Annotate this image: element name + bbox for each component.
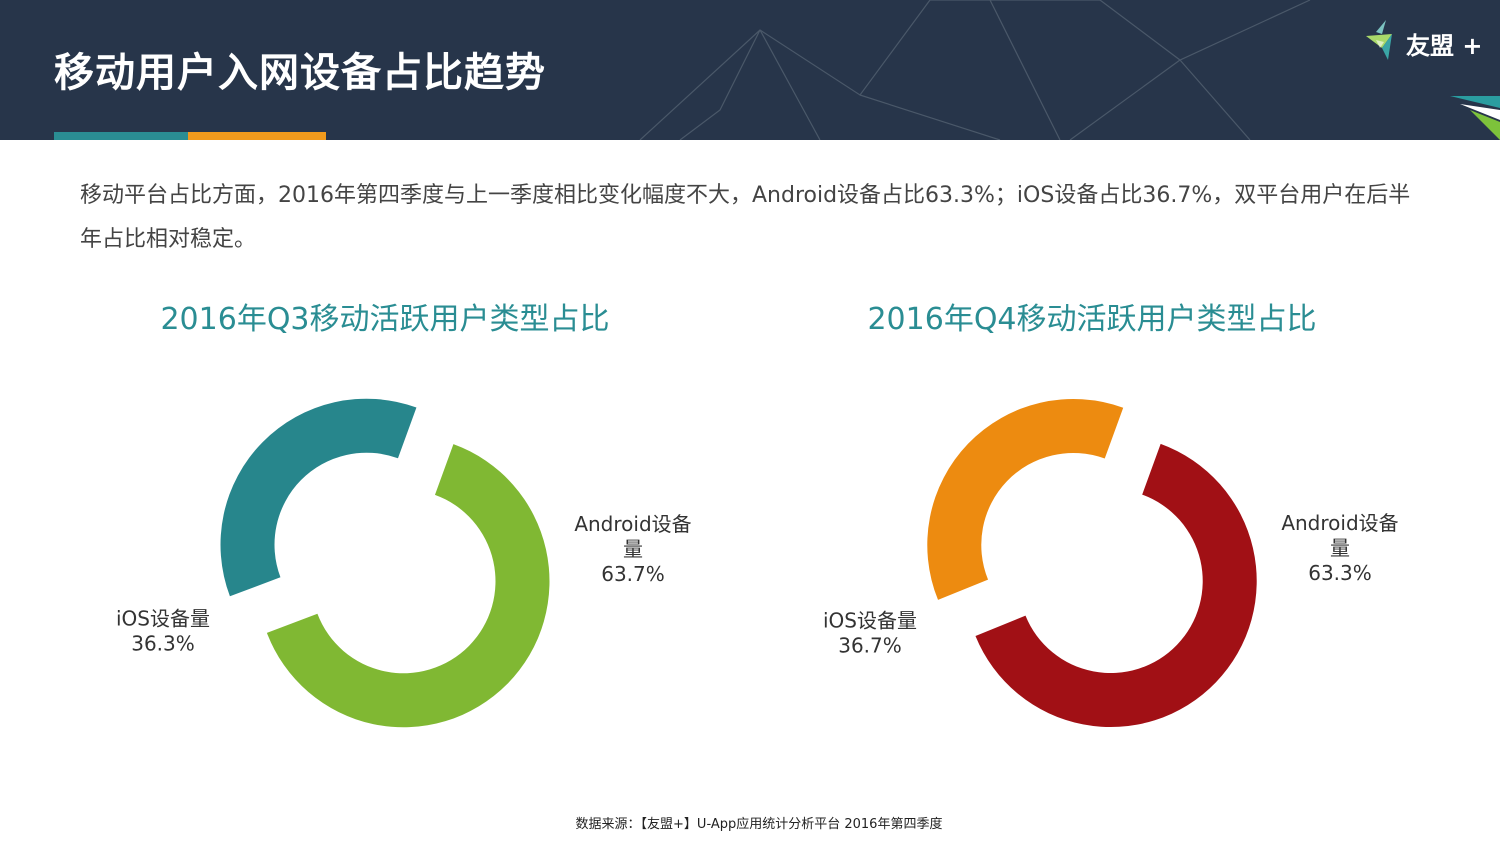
hummingbird-icon xyxy=(1366,20,1392,60)
header-banner: 移动用户入网设备占比趋势 友盟 + xyxy=(0,0,1500,140)
corner-decoration xyxy=(1450,96,1500,140)
source-footnote: 数据来源：【友盟+】U-App应用统计分析平台 2016年第四季度 xyxy=(575,817,943,832)
intro-paragraph: 移动平台占比方面，2016年第四季度与上一季度相比变化幅度不大，Android设… xyxy=(80,183,1411,252)
accent-bar-orange xyxy=(188,132,326,140)
decorative-lines xyxy=(639,0,1311,140)
logo-text: 友盟 + xyxy=(1406,32,1483,60)
donut-slice-q3-android xyxy=(266,444,550,728)
slice-name-label: iOS设备量 xyxy=(823,609,917,633)
umeng-logo: 友盟 + xyxy=(1362,18,1492,62)
chart-title-q3: 2016年Q3移动活跃用户类型占比 xyxy=(160,302,610,337)
slice-name-label: Android设备 xyxy=(574,512,691,536)
slice-value-label: 36.3% xyxy=(131,632,195,656)
accent-bar-teal xyxy=(54,132,188,140)
slice-value-label: 63.7% xyxy=(601,562,665,586)
slice-value-label: 63.3% xyxy=(1308,561,1372,585)
chart-title-q4: 2016年Q4移动活跃用户类型占比 xyxy=(867,302,1317,337)
page-title: 移动用户入网设备占比趋势 xyxy=(54,50,546,96)
donut-slice-q4-ios xyxy=(927,398,1124,600)
slice-name-label: Android设备 xyxy=(1281,511,1398,535)
slice-name-label: 量 xyxy=(623,537,643,561)
donut-slice-q3-ios xyxy=(220,398,417,597)
slice-value-label: 36.7% xyxy=(838,634,902,658)
donut-slice-q4-android xyxy=(975,443,1257,728)
slice-name-label: 量 xyxy=(1330,536,1350,560)
slice-name-label: iOS设备量 xyxy=(116,607,210,631)
